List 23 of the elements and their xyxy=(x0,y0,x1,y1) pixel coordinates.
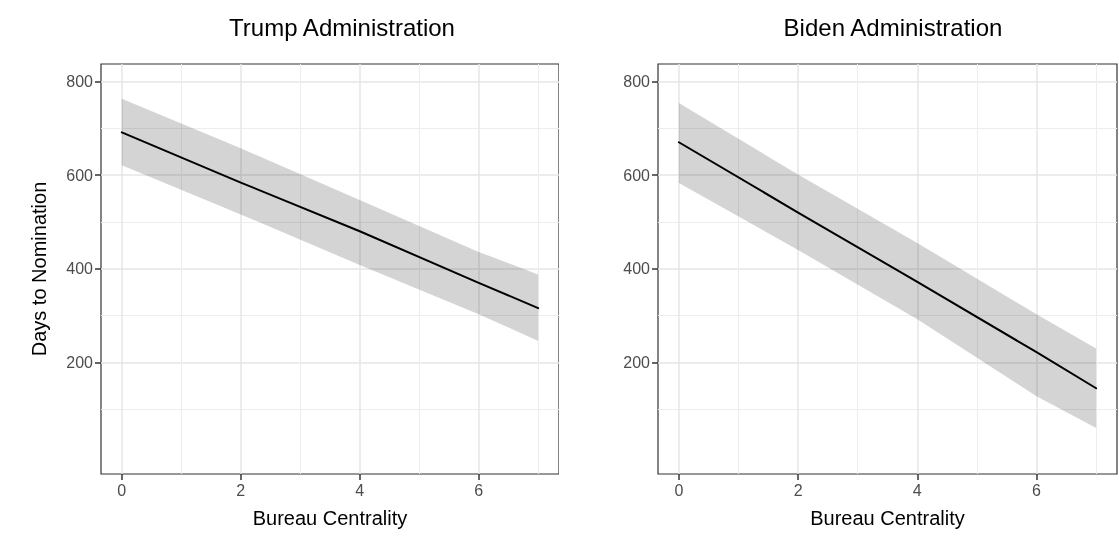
line-series xyxy=(677,141,1098,390)
x-tick-label: 2 xyxy=(793,481,803,499)
y-tick-label: 400 xyxy=(623,260,651,278)
y-tick-label: 200 xyxy=(623,353,651,371)
chart-title: Biden Administration xyxy=(783,13,1003,41)
x-tick-label: 0 xyxy=(117,481,127,499)
y-tick-label: 800 xyxy=(66,72,94,90)
y-axis-title: Days to Nomination xyxy=(28,181,50,357)
x-tick-label: 4 xyxy=(912,481,922,499)
x-tick-label: 6 xyxy=(474,481,484,499)
y-tick-label: 400 xyxy=(66,260,94,278)
x-tick-label: 2 xyxy=(236,481,246,499)
x-tick-label: 0 xyxy=(674,481,684,499)
x-tick-label: 6 xyxy=(1032,481,1042,499)
y-tick-label: 200 xyxy=(66,353,94,371)
line-series xyxy=(120,131,540,310)
x-axis-title: Bureau Centrality xyxy=(810,507,965,529)
x-tick-label: 4 xyxy=(355,481,365,499)
x-axis-title: Bureau Centrality xyxy=(252,507,408,529)
y-tick-label: 800 xyxy=(623,72,651,90)
y-tick-label: 600 xyxy=(623,166,651,184)
y-tick-label: 600 xyxy=(66,166,94,184)
chart-title: Trump Administration xyxy=(229,13,455,41)
